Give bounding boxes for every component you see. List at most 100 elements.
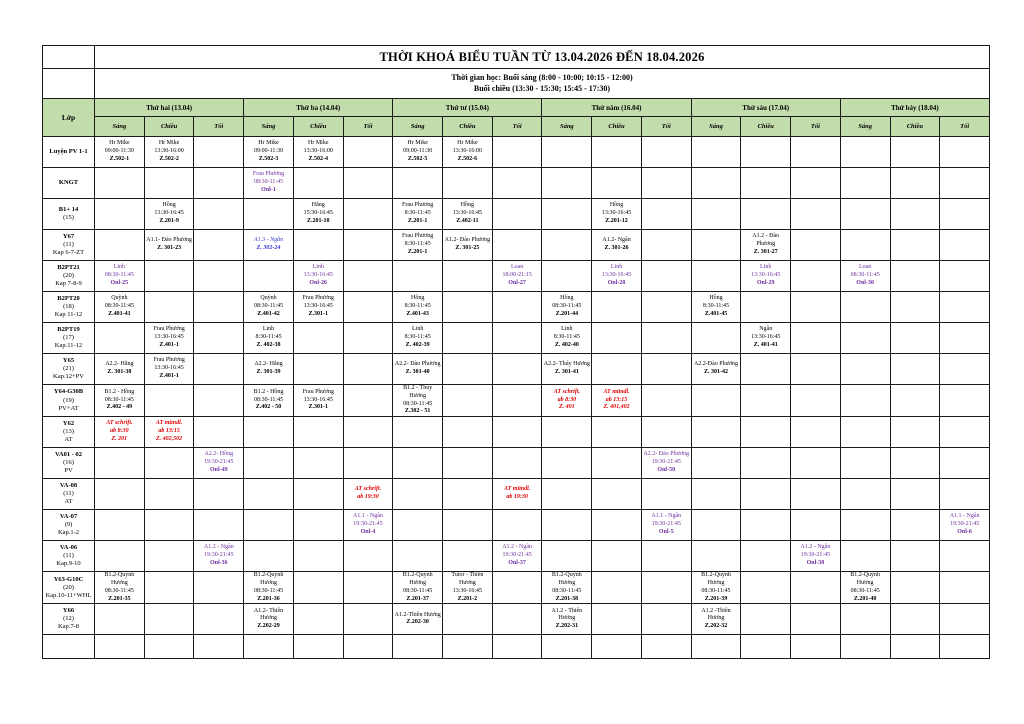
timetable-title: THỜI KHOÁ BIỂU TUẦN TỪ 13.04.2026 ĐẾN 18… (94, 45, 990, 69)
empty-cell (640, 416, 692, 449)
timetable-row: VA-07 (9) Kap.1-2 A1.1 - Ngân 19:30-21:45 Onl… (42, 509, 990, 542)
schedule-cell: Frau Phương 13:30-16:45 Z.401-1 (143, 322, 195, 354)
empty-cell (591, 509, 642, 542)
schedule-cell: A1.2 - Đào Phương Z. 301-27 (740, 229, 792, 261)
empty-cell (541, 447, 593, 480)
empty-cell (591, 478, 642, 511)
empty-cell (94, 509, 145, 542)
schedule-cell: A2.2- Thúy Hương Z. 301-41 (541, 353, 593, 385)
empty-cell (342, 322, 394, 354)
empty-cell (342, 447, 394, 480)
empty-cell (939, 416, 990, 449)
schedule-cell: AT schrift. ab 19:30 (342, 478, 394, 511)
empty-cell (790, 353, 841, 385)
class-name-cell: VA-06 (11) Kap.9-10 (42, 540, 95, 573)
schedule-cell: A2.2- Hằng Z. 301-39 (243, 353, 294, 385)
empty-cell (740, 478, 792, 511)
timetable-row: Y64-G30B (19) PV+AT B1.2 - Hồng 08:30-11:45 Z… (42, 383, 990, 418)
time-info: Thời gian học: Buổi sáng (8:00 - 10:00; … (94, 68, 990, 99)
schedule-cell: B1.2 - Thúy Hương 08:30-11:45 Z.302 - 51 (392, 383, 444, 418)
empty-cell (193, 291, 245, 323)
schedule-cell: B1.2-Quỳnh Hương 08:30-11:45 Z.201-40 (839, 571, 891, 605)
empty-cell (690, 383, 742, 418)
session-header: Sáng (243, 116, 294, 137)
empty-cell (193, 260, 245, 292)
session-header: Sáng (839, 116, 891, 137)
schedule-cell: Hr Mike 09:00-11:30 Z.502-3 (243, 136, 294, 168)
session-header: Chiều (889, 116, 941, 137)
empty-cell (690, 447, 742, 480)
schedule-cell: AT mündl. ab 13:15 Z. 402,502 (143, 416, 195, 449)
empty-cell (292, 322, 344, 354)
timetable-row: B1+ 14 (15) Hồng 13:30-16:45 Z.201-9 Hằng 15:3… (42, 198, 990, 230)
empty-cell (342, 416, 394, 449)
empty-cell (690, 198, 742, 230)
schedule-cell: Hr Mike 13:30-16:00 Z.502-6 (442, 136, 493, 168)
empty-cell (939, 603, 990, 636)
class-name-cell: B1+ 14 (15) (42, 198, 95, 230)
empty-cell (491, 447, 543, 480)
empty-cell (143, 571, 195, 605)
empty-cell (591, 603, 642, 636)
empty-cell (889, 571, 941, 605)
empty-cell (640, 291, 692, 323)
empty-cell (442, 416, 493, 449)
schedule-cell: B1.2-Quỳnh Hương 08:30-11:45 Z.201-39 (690, 571, 742, 605)
schedule-cell: B1.2-Quỳnh Hương 08:30-11:45 Z.201-37 (392, 571, 444, 605)
empty-cell (193, 509, 245, 542)
empty-cell (839, 383, 891, 418)
empty-cell (342, 198, 394, 230)
schedule-cell: B1.2-Quỳnh Hương 08:30-11:45 Z.201-35 (94, 571, 145, 605)
empty-cell (839, 322, 891, 354)
session-header: Tối (790, 116, 841, 137)
empty-cell (143, 634, 195, 660)
session-header-row: Sáng Chiều Tối Sáng Chiều Tối Sáng Chiều Tối Sáng… (43, 116, 990, 137)
schedule-cell: Ngân 13:30-16:45 Z. 401-41 (740, 322, 792, 354)
schedule-cell: A1.1 - Ngân 19:30-21:45 Onl-6 (939, 509, 990, 542)
empty-cell (193, 603, 245, 636)
day-header-2: Thứ ba (14.04) (243, 98, 394, 117)
empty-cell (193, 198, 245, 230)
info-corner-cell (42, 68, 95, 99)
schedule-cell: A1.2- Đào Phương Z. 301-25 (442, 229, 493, 261)
class-name-cell: Y66 (12) Kap.7-8 (42, 603, 95, 636)
class-name-cell: Y67 (11) Kap 6-7-ZT (42, 229, 95, 261)
empty-cell (839, 603, 891, 636)
timetable: THỜI KHOÁ BIỂU TUẦN TỪ 13.04.2026 ĐẾN 18… (42, 45, 991, 660)
timetable-row: B2PT19 (17) Kap.11-12 Frau Phương 13:30-16:4… (42, 322, 990, 354)
schedule-cell: A2.2- Hồng 19:30-21:45 Onl-49 (193, 447, 245, 480)
empty-cell (541, 198, 593, 230)
schedule-cell: Hồng 13:30-16:45 Z.201-9 (143, 198, 195, 230)
schedule-cell: AT schrift. ab 8:30 Z. 401 (541, 383, 593, 418)
empty-cell (790, 260, 841, 292)
timetable-row: VA-08 (11) AT AT schrift. ab 19:30 AT mündl. a… (42, 478, 990, 511)
class-name-cell: Y63-G10C (20) Kap.10-11+WHL (42, 571, 95, 605)
empty-cell (889, 634, 941, 660)
class-column-header: Lớp (42, 98, 95, 137)
class-name-cell: VA-07 (9) Kap.1-2 (42, 509, 95, 542)
empty-cell (690, 634, 742, 660)
empty-cell (342, 167, 394, 199)
empty-cell (94, 198, 145, 230)
schedule-cell: Frau Phương 8:30-11:45 Z.201-1 (392, 198, 444, 230)
schedule-cell: Frau Phương 13:30-16:45 Z.301-1 (292, 383, 344, 418)
empty-cell (640, 136, 692, 168)
schedule-cell: Hr Mike 09:00-11:30 Z.502-1 (94, 136, 145, 168)
empty-cell (839, 540, 891, 573)
empty-cell (640, 603, 692, 636)
session-header: Tối (640, 116, 692, 137)
schedule-cell: A1.2 - Ngân 19:30-21:45 Onl-38 (790, 540, 841, 573)
empty-cell (392, 634, 444, 660)
schedule-cell: A2.2-Đào Phương Z. 301-42 (690, 353, 742, 385)
empty-cell (939, 353, 990, 385)
empty-cell (94, 322, 145, 354)
schedule-cell: AT schrift. ab 8:30 Z. 201 (94, 416, 145, 449)
empty-cell (889, 291, 941, 323)
schedule-cell: A1.2- Thiên Hương Z.202-29 (243, 603, 294, 636)
time-info-afternoon: Buổi chiều (13:30 - 15:30; 15:45 - 17:30… (473, 83, 611, 93)
empty-cell (790, 229, 841, 261)
empty-cell (94, 478, 145, 511)
timetable-row: Y67 (11) Kap 6-7-ZT A1.1- Đào Phương Z. 301-… (42, 229, 990, 261)
empty-cell (243, 416, 294, 449)
empty-cell (790, 291, 841, 323)
